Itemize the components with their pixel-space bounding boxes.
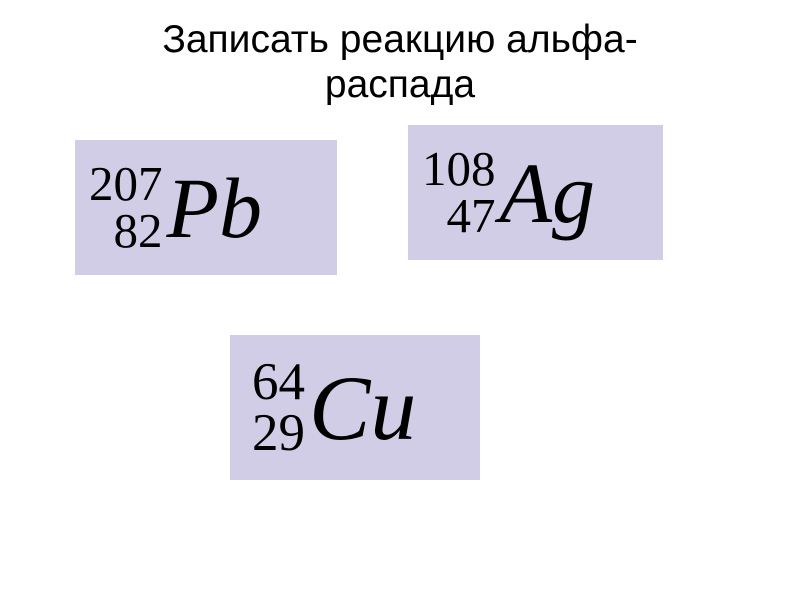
isotope-card-pb: 207 82 Pb bbox=[75, 140, 337, 275]
atomic-number-pb: 82 bbox=[89, 208, 163, 255]
isotope-card-cu: 64 29 Cu bbox=[230, 335, 480, 480]
element-symbol-ag: Ag bbox=[496, 150, 596, 236]
atomic-number-ag: 47 bbox=[422, 193, 496, 240]
element-symbol-pb: Pb bbox=[163, 165, 263, 251]
slide-title: Записать реакцию альфа- распада bbox=[0, 18, 800, 108]
isotope-card-ag: 108 47 Ag bbox=[408, 125, 663, 260]
mass-number-cu: 64 bbox=[252, 357, 305, 407]
title-line-1: Записать реакцию альфа- bbox=[162, 18, 637, 61]
slide: Записать реакцию альфа- распада 207 82 P… bbox=[0, 0, 800, 600]
mass-number-pb: 207 bbox=[89, 161, 163, 208]
atomic-number-cu: 29 bbox=[252, 408, 305, 458]
title-line-2: распада bbox=[325, 63, 475, 106]
isotope-numbers-pb: 207 82 bbox=[89, 161, 163, 254]
isotope-numbers-ag: 108 47 bbox=[422, 146, 496, 239]
isotope-numbers-cu: 64 29 bbox=[252, 357, 305, 458]
mass-number-ag: 108 bbox=[422, 146, 496, 193]
element-symbol-cu: Cu bbox=[305, 362, 416, 454]
